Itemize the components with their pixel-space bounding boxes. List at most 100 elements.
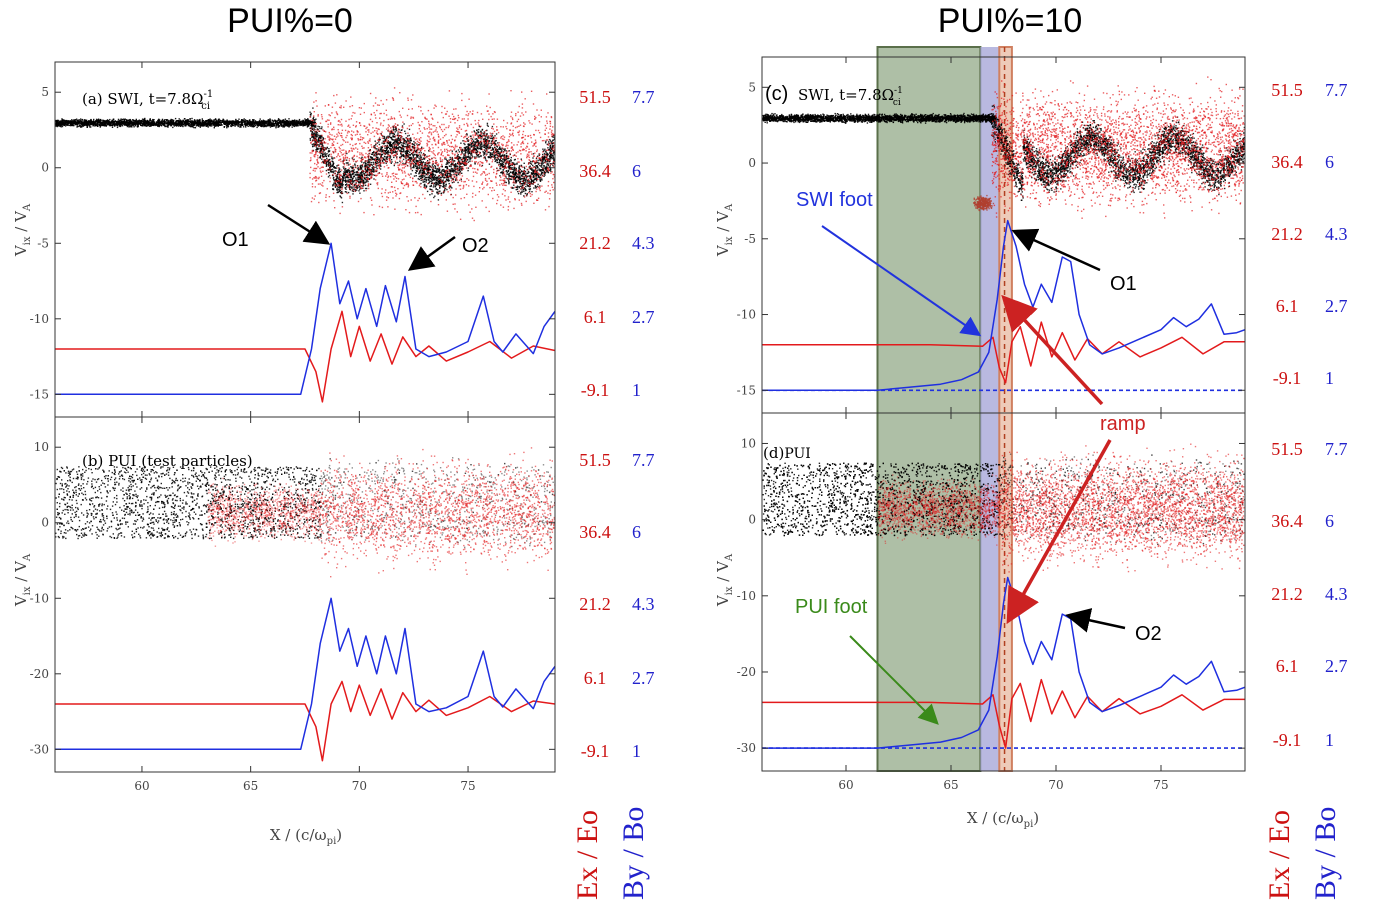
- o1-label-c: O1: [1110, 273, 1137, 295]
- ytick-d: -20: [737, 665, 756, 679]
- ex-tick-label: 6.1: [1276, 656, 1299, 676]
- ylabel-d: Vix / VA: [714, 553, 735, 607]
- ex-tick-label: -9.1: [1273, 730, 1302, 750]
- ytick-d: 0: [748, 513, 756, 527]
- by-tick-label: 4.3: [632, 233, 655, 253]
- ex-tick-label: 51.5: [579, 450, 611, 470]
- right-ticks: 51.5 7.7 36.4 6 21.2 4.3 6.1 2.7 -9.1 1 51.5 7.7 36.…: [579, 80, 1347, 761]
- ylabel-c: Vix / VA: [714, 203, 735, 257]
- swi-foot-region: [980, 47, 1000, 771]
- particles-d: [762, 443, 1245, 573]
- frame-b: [54, 416, 556, 773]
- panel-a: 5 0 -5 -10 -15: [30, 61, 556, 418]
- ytick-b: -30: [30, 742, 49, 756]
- by-tick-label: 1: [632, 380, 641, 400]
- ytick-a: 5: [41, 85, 49, 99]
- by-tick-label: 7.7: [632, 87, 655, 107]
- by-tick-label: 1: [1325, 368, 1334, 388]
- ex-tick-label: 36.4: [1271, 511, 1303, 531]
- ex-tick-label: 51.5: [1271, 439, 1303, 459]
- xlabel-right: X / (c/ωpi): [967, 809, 1039, 830]
- panel-d-label: (d)PUI: [763, 444, 811, 462]
- pui-foot-label: PUI foot: [795, 596, 868, 618]
- o1-arrow-c: [1011, 228, 1101, 272]
- by-line-c: [762, 219, 1245, 392]
- left-title: PUI%=0: [227, 2, 353, 40]
- units-left-ex: Ex / Eo: [571, 810, 604, 900]
- ytick-b: -20: [30, 667, 49, 681]
- ex-line-d: [762, 678, 1245, 749]
- ex-line-c: [762, 321, 1245, 384]
- o1-arrow-a: [267, 203, 331, 245]
- ex-tick-label: -9.1: [581, 741, 610, 761]
- xtick-d: 60: [838, 778, 853, 792]
- panel-d: 10 0 -10 -20 -30 60 65 70 75: [737, 412, 1246, 792]
- ramp-arrow-c: [1001, 294, 1104, 406]
- region-shading: [876, 46, 1013, 772]
- ex-line-a: [55, 310, 555, 403]
- ex-tick-label: 36.4: [1271, 152, 1303, 172]
- xtick-b: 65: [243, 779, 258, 793]
- pui-foot-region: [876, 46, 982, 772]
- ytick-d: -30: [737, 741, 756, 755]
- by-tick-label: 4.3: [1325, 224, 1348, 244]
- o2-arrow-d: [1065, 608, 1126, 633]
- swi-foot-arrow: [821, 225, 982, 337]
- o2-arrow-a: [407, 235, 456, 271]
- units-left-by: By / Bo: [617, 807, 650, 900]
- by-line-b: [55, 597, 555, 751]
- ex-tick-label: 6.1: [584, 307, 607, 327]
- xtick-b: 60: [134, 779, 149, 793]
- by-tick-label: 2.7: [1325, 296, 1348, 316]
- panel-c-label-full: SWI, t=7.8Ω-1 ci: [798, 86, 903, 108]
- by-tick-label: 7.7: [1325, 439, 1348, 459]
- by-tick-label: 7.7: [632, 450, 655, 470]
- ex-tick-label: 36.4: [579, 522, 611, 542]
- xtick-d: 70: [1048, 778, 1063, 792]
- ex-tick-label: -9.1: [581, 380, 610, 400]
- ytick-a: -10: [30, 312, 49, 326]
- xtick-b: 75: [460, 779, 475, 793]
- ex-tick-label: 51.5: [1271, 80, 1303, 100]
- o2-label-d: O2: [1135, 623, 1162, 645]
- particles-b: [55, 447, 555, 578]
- by-tick-label: 6: [632, 161, 641, 181]
- by-line-d: [762, 576, 1245, 749]
- by-tick-label: 6: [632, 522, 641, 542]
- ex-tick-label: 6.1: [584, 668, 607, 688]
- ytick-b: -10: [30, 591, 49, 605]
- by-tick-label: 1: [1325, 730, 1334, 750]
- ylabel-b: Vix / VA: [12, 553, 33, 607]
- ytick-c: -15: [737, 383, 756, 397]
- ex-tick-label: 21.2: [579, 594, 611, 614]
- units-right-by: By / Bo: [1309, 807, 1342, 900]
- ytick-b: 10: [34, 440, 49, 454]
- ramp-arrow-d: [1006, 439, 1112, 625]
- swi-foot-label: SWI foot: [796, 189, 873, 211]
- o1-label-a: O1: [222, 229, 249, 251]
- ytick-d: 10: [741, 436, 756, 450]
- ytick-d: -10: [737, 589, 756, 603]
- by-line-a: [55, 242, 555, 396]
- ytick-c: -10: [737, 308, 756, 322]
- by-tick-label: 2.7: [632, 668, 655, 688]
- ytick-c: -5: [744, 232, 756, 246]
- panel-b: 10 0 -10 -20 -30 60 65 70 75: [30, 416, 556, 793]
- by-tick-label: 6: [1325, 511, 1334, 531]
- ex-tick-label: -9.1: [1273, 368, 1302, 388]
- annotations: O1 O2 SWI foot O1 ramp PUI foot O2: [222, 189, 1162, 725]
- ex-tick-label: 51.5: [579, 87, 611, 107]
- xtick-b: 70: [352, 779, 367, 793]
- ylabel-a: Vix / VA: [12, 203, 33, 257]
- by-tick-label: 6: [1325, 152, 1334, 172]
- ramp-label: ramp: [1100, 413, 1146, 435]
- ex-tick-label: 21.2: [1271, 224, 1303, 244]
- frame-d: [761, 412, 1246, 772]
- xlabel-left: X / (c/ωpi): [270, 826, 342, 847]
- ex-tick-label: 6.1: [1276, 296, 1299, 316]
- ex-tick-label: 21.2: [579, 233, 611, 253]
- ex-tick-label: 36.4: [579, 161, 611, 181]
- particles-a: [55, 87, 555, 222]
- ytick-a: -5: [37, 236, 49, 250]
